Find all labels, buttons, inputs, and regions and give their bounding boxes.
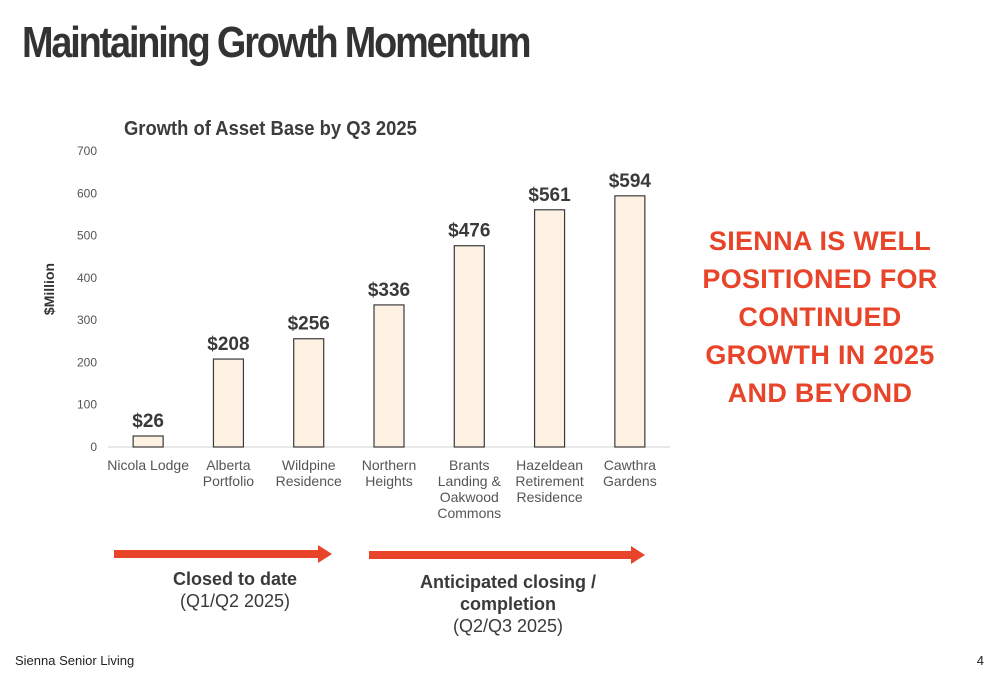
category-label-line: Residence (516, 489, 582, 505)
growth-callout: SIENNA IS WELL POSITIONED FOR CONTINUED … (702, 226, 938, 408)
page-number: 4 (976, 653, 984, 668)
category-label: Nicola Lodge (107, 457, 189, 473)
category-label-line: Oakwood (440, 489, 499, 505)
data-label: $476 (448, 221, 490, 242)
category-label-line: Gardens (603, 473, 657, 489)
bar (373, 304, 405, 448)
bar (132, 435, 164, 448)
data-label: $561 (528, 185, 571, 206)
category-label: Northern Heights (362, 457, 416, 489)
category-label-line: Alberta (206, 457, 251, 473)
y-tick-label: 100 (77, 398, 97, 412)
category-label-line: Residence (276, 473, 342, 489)
bar (212, 358, 245, 448)
company-name: Sienna Senior Living (15, 653, 135, 668)
category-label-line: Cawthra (604, 457, 656, 473)
y-tick-label: 700 (77, 144, 97, 158)
closed-phase-title: Closed to date (172, 569, 297, 589)
category-label-line: Commons (437, 505, 501, 521)
bar (614, 195, 646, 448)
data-label: $256 (288, 314, 330, 335)
y-tick-label: 0 (90, 440, 97, 454)
data-label: $594 (609, 171, 652, 192)
anticipated-phase-arrow-icon (369, 546, 645, 564)
category-label-line: Landing & (438, 473, 502, 489)
bar (533, 209, 566, 448)
data-label: $26 (132, 411, 164, 432)
anticipated-phase-title: Anticipated closing / completion (419, 572, 597, 614)
category-label-line: Brants (449, 457, 489, 473)
y-tick-label: 400 (77, 271, 97, 285)
anticipated-phase-period: (Q2/Q3 2025) (452, 616, 564, 636)
category-label-line: Retirement (515, 473, 584, 489)
chart-title: Growth of Asset Base by Q3 2025 (124, 118, 417, 140)
category-label-line: Portfolio (203, 473, 255, 489)
category-label: Cawthra Gardens (603, 457, 657, 489)
category-label-line: Heights (365, 473, 412, 489)
data-label: $336 (368, 280, 410, 301)
bar (293, 338, 325, 448)
closed-phase-label: Closed to date (Q1/Q2 2025) (130, 568, 340, 612)
category-label-line: Wildpine (282, 457, 336, 473)
y-axis-label: $Million (41, 263, 57, 315)
closed-phase-period: (Q1/Q2 2025) (179, 591, 291, 611)
category-label: Hazeldean Retirement Residence (515, 457, 584, 505)
category-label-line: Hazeldean (516, 457, 583, 473)
anticipated-phase-label: Anticipated closing / completion (Q2/Q3 … (370, 571, 646, 637)
category-label-line: Northern (362, 457, 416, 473)
category-label: Brants Landing & Oakwood Commons (437, 457, 501, 521)
y-tick-label: 600 (77, 186, 97, 200)
slide-title: Maintaining Growth Momentum (22, 18, 532, 67)
data-label: $208 (207, 334, 249, 355)
y-tick-label: 200 (77, 355, 97, 369)
category-label: Alberta Portfolio (203, 457, 255, 489)
category-label-line: Nicola Lodge (107, 457, 189, 473)
y-tick-label: 300 (77, 313, 97, 327)
category-label: Wildpine Residence (276, 457, 342, 489)
bar (453, 245, 485, 448)
y-tick-label: 500 (77, 229, 97, 243)
closed-phase-arrow-icon (114, 545, 332, 563)
